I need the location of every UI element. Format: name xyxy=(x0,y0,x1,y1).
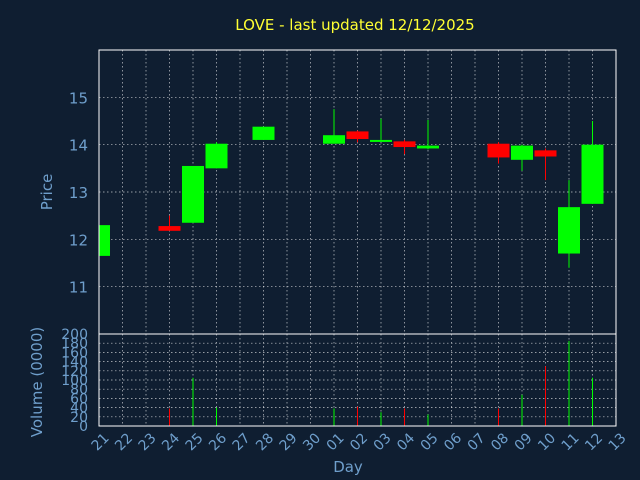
candle-body xyxy=(581,144,604,204)
volume-panel-frame xyxy=(98,333,617,427)
volume-tick-label: 180 xyxy=(61,336,88,352)
price-tick-label: 11 xyxy=(69,279,88,297)
volume-tick-label: 60 xyxy=(70,391,88,407)
volume-tick-label: 160 xyxy=(61,345,88,361)
volume-tick-label: 200 xyxy=(61,327,88,343)
candle-body xyxy=(158,226,181,231)
x-tick-label: 22 xyxy=(112,430,136,454)
price-y-ticks: 11 12 13 14 15 xyxy=(69,89,88,296)
x-tick-label: 10 xyxy=(535,430,559,454)
x-tick-label: 04 xyxy=(394,430,418,454)
candle-body xyxy=(393,141,416,148)
candle-body xyxy=(323,135,345,144)
volume-tick-label: 100 xyxy=(61,373,88,389)
candle-body xyxy=(511,145,533,160)
x-tick-label: 12 xyxy=(582,430,606,454)
volume-tick-label: 0 xyxy=(79,419,88,435)
x-tick-label: 11 xyxy=(559,430,583,454)
price-tick-label: 15 xyxy=(69,89,88,107)
x-tick-label: 05 xyxy=(418,430,442,454)
candle-body xyxy=(534,150,557,157)
x-tick-label: 28 xyxy=(253,430,277,454)
x-tick-label: 13 xyxy=(606,430,630,454)
candle-body xyxy=(558,207,580,254)
price-tick-label: 12 xyxy=(69,231,88,249)
x-tick-label: 06 xyxy=(441,430,465,454)
x-tick-label: 09 xyxy=(512,430,536,454)
candle-body xyxy=(252,126,275,140)
x-axis-label: Day xyxy=(333,458,363,476)
volume-bars-layer xyxy=(169,340,593,426)
chart-title: LOVE - last updated 12/12/2025 xyxy=(235,16,474,34)
price-tick-label: 14 xyxy=(69,137,88,155)
candles-layer xyxy=(98,109,604,268)
x-tick-label: 30 xyxy=(300,430,324,454)
volume-tick-label: 80 xyxy=(70,382,88,398)
candle-body xyxy=(99,225,110,256)
price-tick-label: 13 xyxy=(69,184,88,202)
x-tick-label: 26 xyxy=(206,430,230,454)
x-tick-label: 08 xyxy=(488,430,512,454)
x-tick-label: 27 xyxy=(230,430,254,454)
candle-body xyxy=(182,165,204,223)
candle-body xyxy=(370,139,392,142)
volume-axis-label: Volume (0000) xyxy=(28,327,46,437)
x-tick-label: 03 xyxy=(371,430,395,454)
x-tick-label: 01 xyxy=(324,430,348,454)
x-tick-label: 07 xyxy=(465,430,489,454)
candle-body xyxy=(417,145,439,149)
x-tick-label: 02 xyxy=(347,430,371,454)
candle-body xyxy=(487,143,510,158)
x-tick-label: 29 xyxy=(277,430,301,454)
price-grid xyxy=(98,50,617,334)
x-tick-label: 21 xyxy=(89,430,113,454)
price-axis-label: Price xyxy=(38,174,56,211)
volume-tick-label: 20 xyxy=(70,410,88,426)
volume-tick-label: 140 xyxy=(61,355,88,371)
x-tick-label: 25 xyxy=(183,430,207,454)
x-tick-label: 23 xyxy=(136,430,160,454)
x-ticks: 21 22 23 24 25 26 27 28 29 30 01 02 03 04 05 06 07 08 09 10… xyxy=(89,430,630,454)
volume-tick-label: 120 xyxy=(61,364,88,380)
candle-body xyxy=(205,143,228,169)
x-tick-label: 24 xyxy=(159,430,183,454)
candle-body xyxy=(346,131,369,139)
volume-tick-label: 40 xyxy=(70,401,88,417)
